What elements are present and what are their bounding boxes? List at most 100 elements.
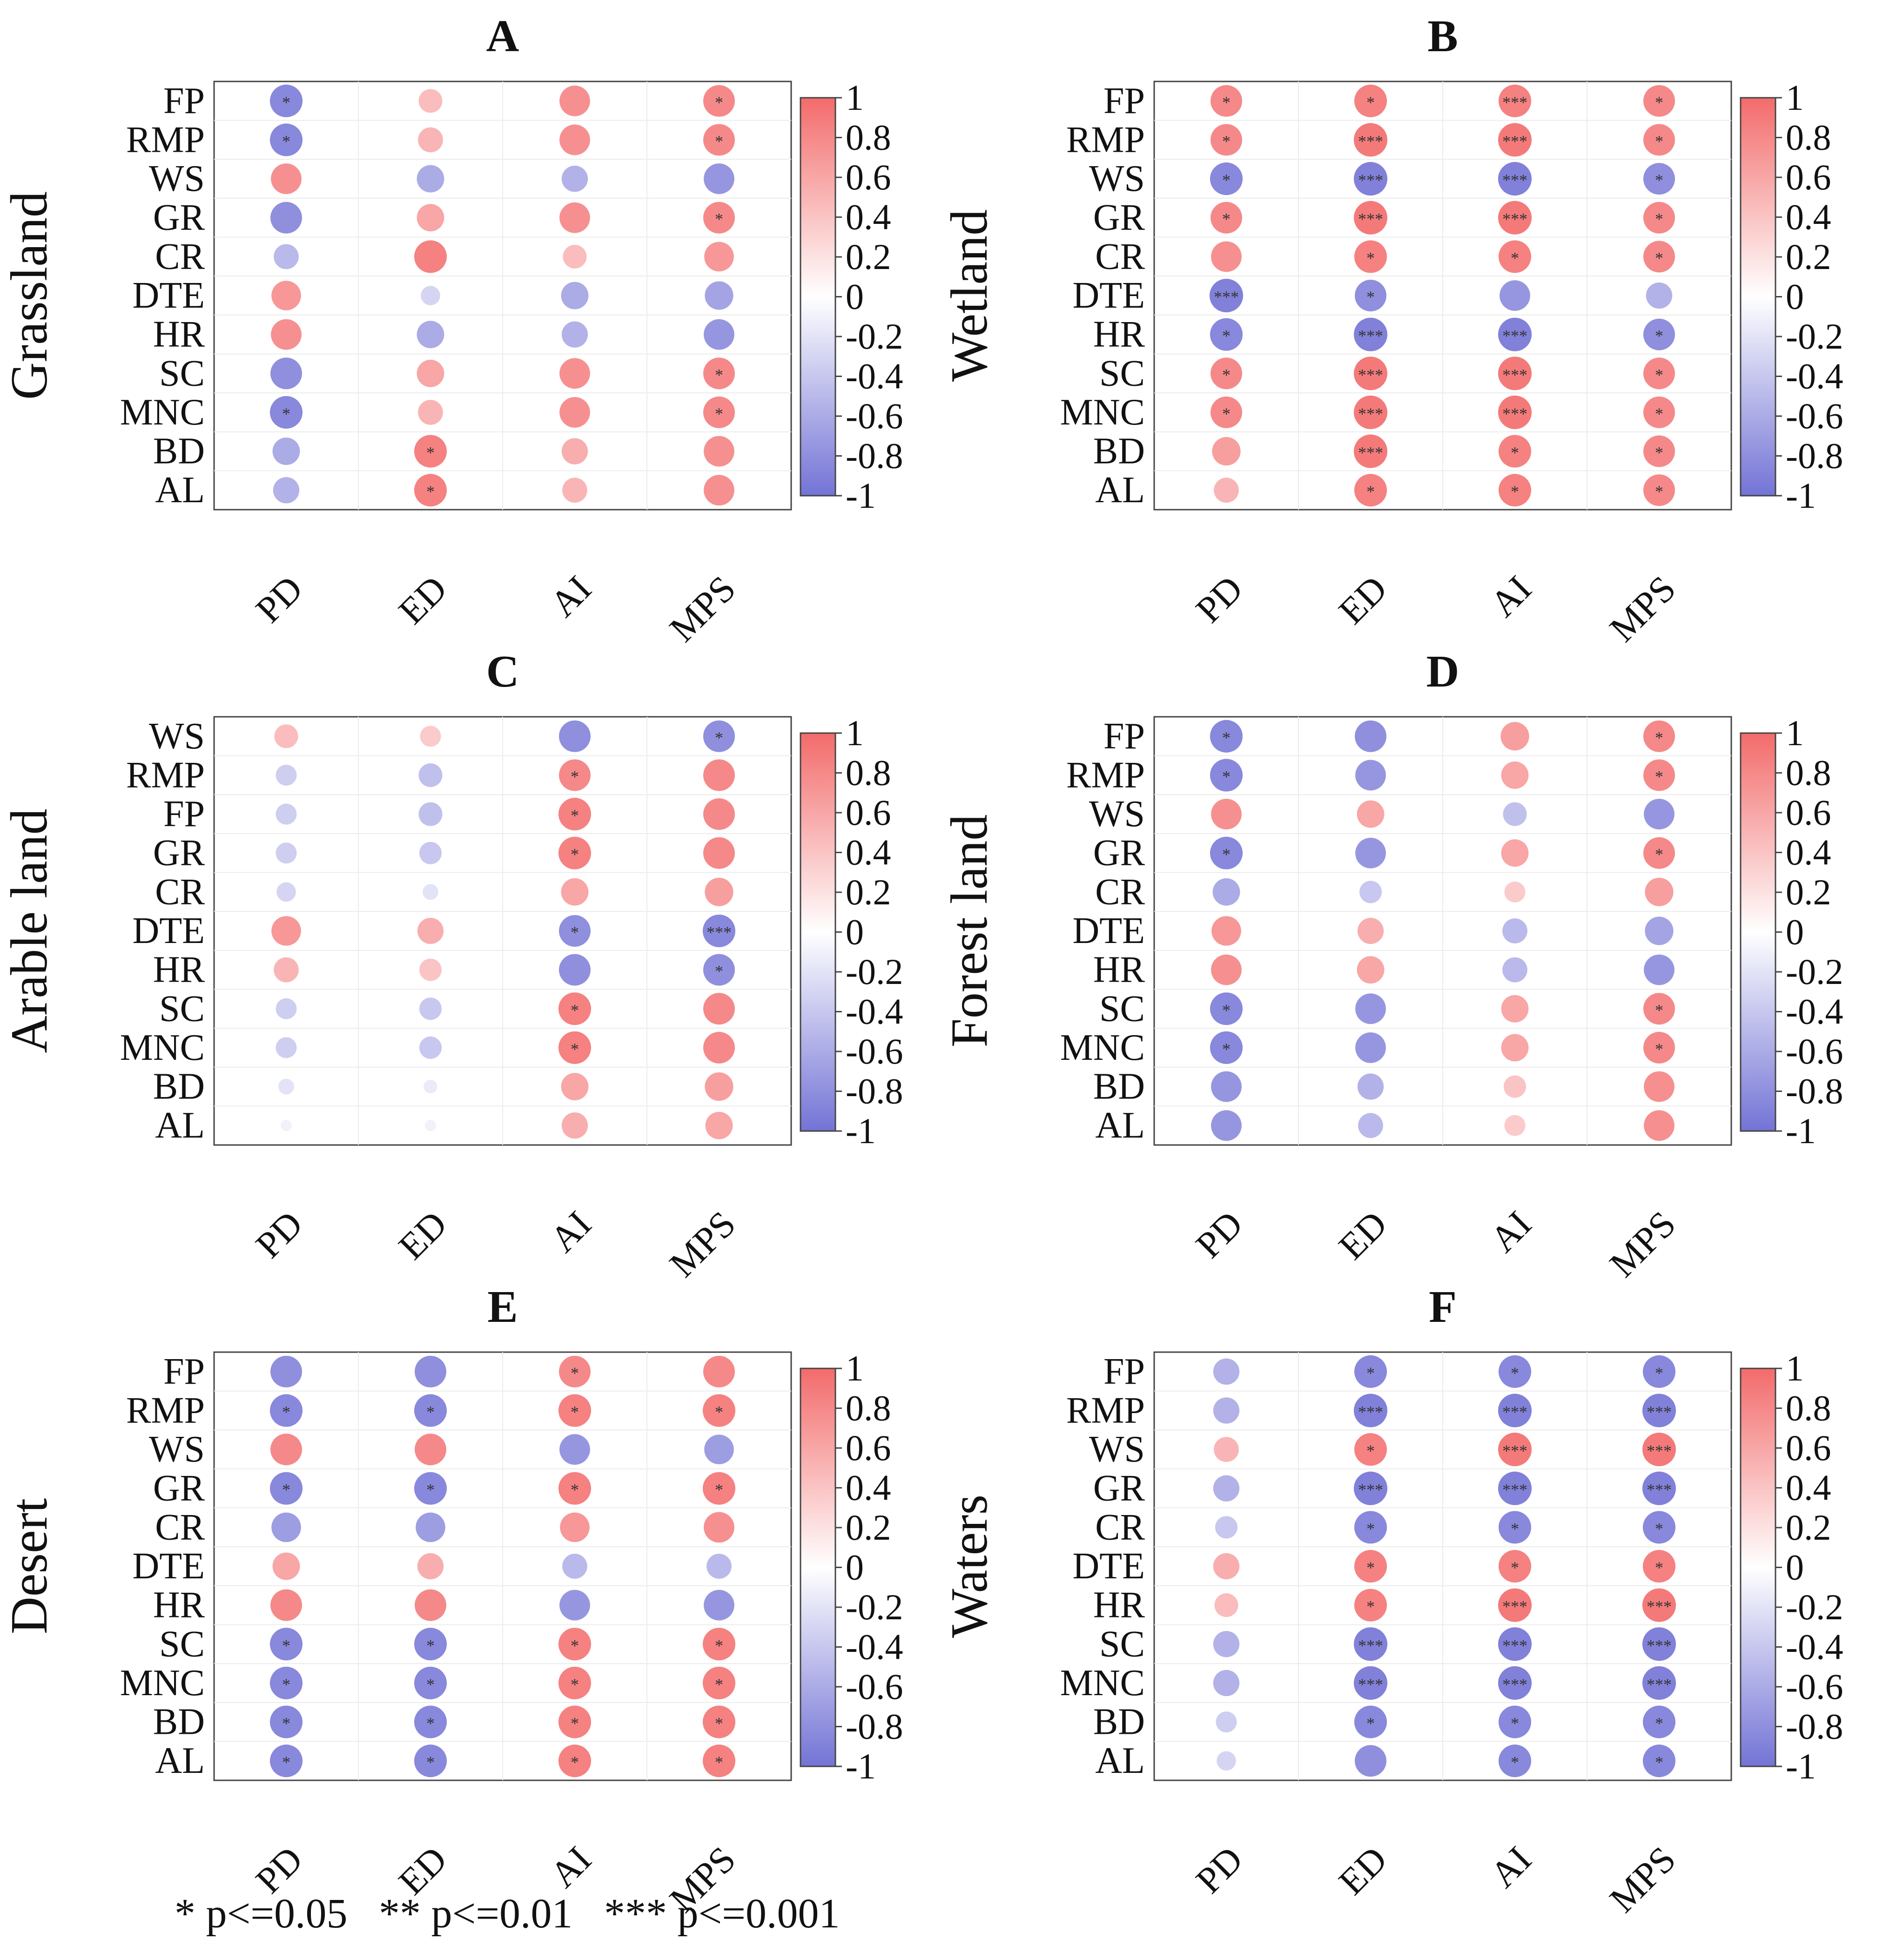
correlation-dot [702, 1472, 736, 1505]
correlation-dot [702, 1744, 736, 1778]
row-label: BD [1093, 1702, 1145, 1743]
panel-title: F [1429, 1282, 1457, 1332]
colorbar [1740, 1367, 1776, 1767]
row-label: DTE [132, 275, 205, 316]
significance-mark: * [1222, 1001, 1231, 1019]
row-label: RMP [1066, 1390, 1145, 1431]
colorbar-tick-label: -0.2 [1786, 951, 1843, 992]
row-label: MNC [1060, 1027, 1145, 1068]
colorbar [1740, 732, 1776, 1132]
correlation-dot [1210, 162, 1243, 195]
correlation-dot [1216, 1711, 1237, 1733]
correlation-dot [1642, 1588, 1676, 1622]
column-label: PD [1188, 1839, 1251, 1902]
correlation-dot [417, 204, 444, 232]
correlation-dot [558, 1472, 592, 1505]
colorbar-tick-label: -0.4 [846, 991, 903, 1032]
correlation-dot [559, 397, 590, 428]
correlation-dot [1643, 837, 1675, 869]
correlation-dot [1642, 1355, 1676, 1388]
significance-mark: *** [1358, 365, 1383, 384]
colorbar-tick-label: -0.4 [846, 1627, 903, 1667]
colorbar-tick-label: 0.6 [1786, 157, 1831, 197]
significance-mark: *** [1502, 404, 1527, 423]
correlation-dot [559, 720, 591, 752]
column-label: AI [543, 1204, 599, 1260]
colorbar-tick-label: -1 [846, 475, 876, 516]
significance-mark: * [1222, 845, 1231, 864]
correlation-dot [276, 882, 296, 902]
correlation-dot [1213, 1631, 1240, 1657]
row-label: RMP [126, 754, 205, 795]
column-label: PD [1188, 568, 1251, 631]
correlation-dot [1359, 881, 1382, 903]
correlation-dot [703, 202, 735, 234]
significance-mark: * [1366, 1597, 1375, 1616]
correlation-dot [1498, 1549, 1532, 1583]
correlation-dot [414, 474, 447, 507]
correlation-dot [559, 915, 591, 947]
correlation-dot [705, 1111, 733, 1139]
correlation-dot [704, 163, 734, 194]
correlation-dot [703, 954, 735, 986]
colorbar-tick-label: -0.8 [1786, 436, 1843, 476]
significance-mark: * [282, 1753, 290, 1771]
significance-mark: * [426, 1481, 435, 1499]
correlation-dot [1210, 124, 1242, 156]
column-label: ED [391, 568, 455, 633]
correlation-dot [558, 1705, 592, 1738]
significance-mark: * [1655, 1001, 1663, 1019]
significance-mark: * [1366, 1364, 1375, 1382]
correlation-dot [705, 1072, 733, 1101]
significance-mark: * [1222, 404, 1231, 423]
significance-mark: * [571, 1040, 579, 1058]
row-label: MNC [1060, 1663, 1145, 1704]
correlation-dot [1643, 85, 1675, 117]
correlation-dot [704, 319, 734, 350]
significance-mark: * [715, 210, 723, 229]
correlation-dot [1500, 722, 1529, 751]
significance-mark: *** [1502, 1402, 1527, 1421]
correlation-dot [1503, 1075, 1527, 1098]
correlation-dot [418, 763, 443, 787]
significance-mark: * [1655, 327, 1663, 345]
correlation-dot [559, 202, 590, 233]
correlation-dot [1643, 202, 1675, 234]
correlation-dot [558, 1744, 592, 1778]
significance-mark: *** [1358, 404, 1383, 423]
colorbar-tick-label: -1 [846, 1111, 876, 1151]
row-label: HR [1093, 950, 1145, 990]
column-label: AI [543, 1839, 599, 1896]
row-label: SC [1099, 353, 1145, 394]
significance-mark: * [1222, 171, 1231, 189]
significance-mark: *** [1502, 1597, 1527, 1616]
colorbar-tick-label: 0.6 [846, 1428, 891, 1468]
correlation-dot [704, 475, 734, 506]
correlation-dot [1353, 1627, 1388, 1661]
colorbar-tick-label: 0.2 [846, 872, 891, 912]
colorbar-tick-label: 0.2 [1786, 236, 1831, 277]
colorbar-tick-label: 0.8 [1786, 1388, 1831, 1428]
correlation-dot [1498, 1705, 1532, 1738]
significance-mark: *** [1358, 1675, 1383, 1694]
correlation-dot [270, 1434, 302, 1466]
correlation-dot [1498, 1511, 1532, 1544]
column-label: AI [1483, 568, 1540, 625]
column-label: AI [1483, 1839, 1540, 1896]
row-label: DTE [132, 910, 205, 951]
correlation-dot [418, 802, 443, 826]
correlation-dot [561, 438, 588, 465]
correlation-dot [703, 85, 735, 117]
correlation-dot [1211, 916, 1241, 946]
correlation-dot [559, 358, 590, 389]
correlation-dot [559, 1355, 591, 1387]
significance-mark: * [1655, 210, 1663, 229]
colorbar-tick-label: -0.8 [846, 1071, 903, 1111]
correlation-dot [417, 1553, 444, 1580]
correlation-dot [269, 396, 303, 429]
significance-mark: * [1222, 93, 1231, 112]
correlation-dot [1643, 241, 1675, 273]
significance-mark: * [715, 93, 723, 112]
colorbar-tick-label: -0.6 [1786, 1031, 1843, 1071]
correlation-dot [1498, 1627, 1532, 1661]
